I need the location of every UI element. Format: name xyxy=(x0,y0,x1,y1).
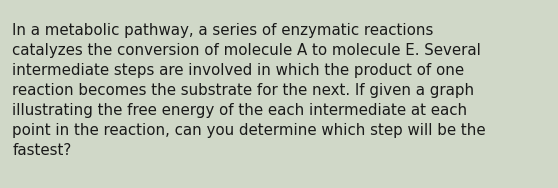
Text: In a metabolic pathway, a series of enzymatic reactions
catalyzes the conversion: In a metabolic pathway, a series of enzy… xyxy=(12,23,486,158)
